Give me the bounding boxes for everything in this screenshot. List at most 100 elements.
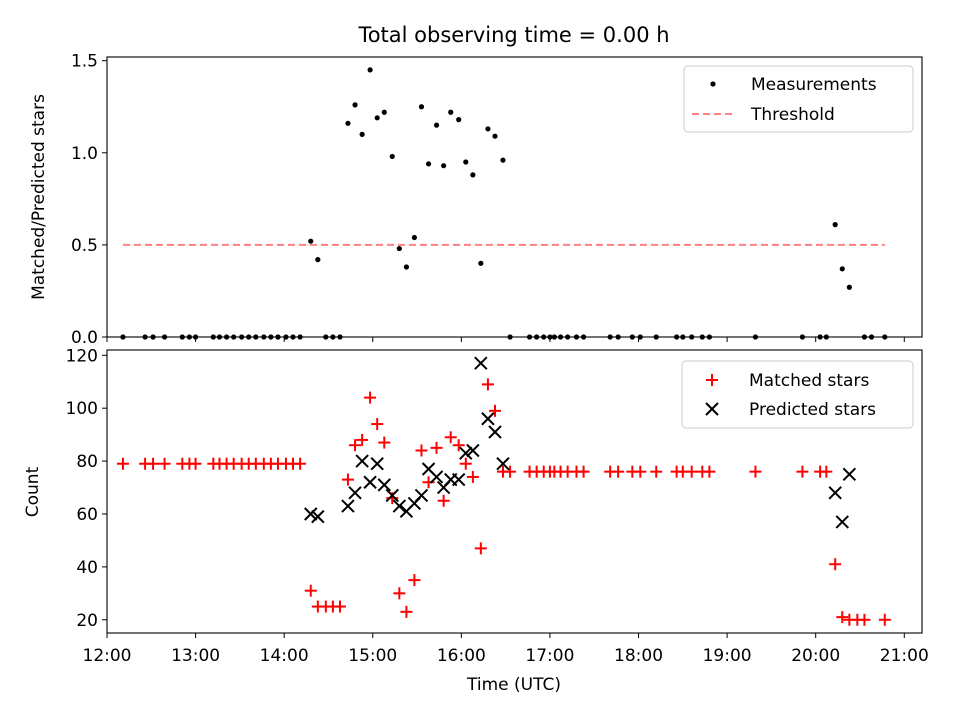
legend-measurements: Measurements (751, 75, 877, 95)
bottom-y-axis: 20 40 60 80 100 120 (66, 346, 107, 631)
predicted-star-point (348, 486, 362, 500)
measurement-point (345, 120, 351, 126)
matched-star-point (858, 613, 871, 626)
predicted-star-point (835, 515, 849, 529)
bottom-y-tick-label: 120 (66, 346, 98, 366)
matched-star-point (371, 418, 384, 431)
x-tick-label: 21:00 (880, 646, 929, 666)
matched-star-point (364, 391, 377, 404)
matched-star-point (147, 457, 160, 470)
x-tick-label: 17:00 (525, 646, 574, 666)
bottom-y-tick-label: 20 (76, 611, 98, 631)
bottom-legend-box (681, 360, 914, 429)
matched-star-point (820, 465, 833, 478)
matched-star-point (116, 457, 129, 470)
predicted-star-point (828, 486, 842, 500)
measurement-point (470, 172, 476, 178)
matched-star-point (422, 476, 435, 489)
matched-star-point (452, 439, 465, 452)
matched-star-point (294, 457, 307, 470)
top-y-tick-label: 1.5 (71, 52, 98, 72)
measurement-point (367, 67, 373, 73)
measurement-point (315, 257, 321, 263)
bottom-axes-frame (106, 349, 923, 634)
bottom-y-tick-label: 40 (76, 558, 98, 578)
x-tick-label: 16:00 (437, 646, 486, 666)
measurement-point (374, 115, 380, 121)
top-y-axis: 0.0 0.5 1.0 1.5 (71, 52, 107, 348)
measurement-point (448, 109, 454, 115)
measurement-point (433, 122, 440, 128)
bottom-y-tick-label: 100 (66, 399, 98, 419)
matched-legend-marker (706, 374, 718, 386)
matched-star-point (577, 465, 590, 478)
measurement-point (846, 284, 852, 290)
matched-star-point (400, 605, 413, 618)
top-x-axis (106, 337, 905, 342)
predicted-star-point (341, 499, 355, 513)
measurements-legend-marker (710, 81, 716, 87)
matched-star-point (408, 574, 421, 587)
predicted-star-point (311, 509, 325, 524)
matched-star-point (437, 494, 450, 507)
legend-matched-stars: Matched stars (749, 371, 869, 391)
predicted-star-point (451, 472, 466, 487)
matched-star-point (356, 433, 369, 446)
measurement-point (308, 238, 314, 244)
bottom-panel: 20 40 60 80 100 120 12:00 13:00 14:00 15:00 16:00… (23, 346, 929, 695)
predicted-star-point (459, 446, 473, 460)
matched-star-point (749, 465, 762, 478)
predicted-star-point (466, 443, 480, 458)
matched-star-point (878, 613, 891, 626)
measurement-point (403, 264, 410, 270)
x-tick-label: 20:00 (791, 646, 840, 666)
matched-star-point (444, 431, 457, 444)
measurement-point (396, 245, 402, 252)
predicted-star-point (414, 488, 429, 503)
measurement-point (441, 163, 447, 169)
bottom-legend: Matched stars Predicted stars (681, 360, 914, 429)
x-tick-label: 14:00 (260, 646, 309, 666)
measurement-point (352, 102, 358, 108)
matched-star-point (504, 465, 517, 478)
predicted-legend-marker (705, 402, 719, 416)
bottom-y-tick-label: 80 (76, 452, 98, 472)
matched-star-point (333, 600, 346, 613)
predicted-star-point (377, 478, 391, 492)
chart-title: Total observing time = 0.00 h (357, 23, 669, 47)
predicted-star-point (496, 457, 510, 471)
x-axis-label: Time (UTC) (466, 675, 561, 695)
predicted-star-point (370, 457, 384, 471)
bottom-plot-area (116, 356, 891, 626)
bottom-x-axis: 12:00 13:00 14:00 15:00 16:00 17:00 18:00 19:00… (83, 633, 929, 666)
matched-star-point (459, 457, 472, 470)
matched-star-point (378, 436, 391, 449)
measurement-point (456, 117, 462, 123)
predicted-star-point (842, 467, 857, 482)
matched-star-point (489, 404, 502, 417)
measurement-point (389, 153, 395, 160)
top-panel: Total observing time = 0.00 h 0.0 0.5 1.0 1… (29, 23, 923, 348)
matched-star-point (474, 542, 487, 555)
predicted-star-point (474, 356, 488, 370)
measurement-point (492, 133, 498, 139)
predicted-star-point (363, 475, 377, 489)
top-y-tick-label: 0.5 (71, 236, 98, 256)
top-legend-box (683, 65, 914, 133)
measurement-point (381, 109, 387, 115)
measurement-point (359, 131, 365, 137)
measurement-point (478, 260, 484, 266)
measurement-point (463, 159, 469, 165)
matched-star-point (685, 465, 698, 478)
matched-star-point (430, 441, 443, 454)
measurement-point (500, 157, 506, 163)
top-y-axis-label: Matched/Predicted stars (29, 94, 49, 300)
top-y-tick-label: 1.0 (71, 144, 98, 164)
matched-star-point (703, 465, 716, 478)
matched-star-point (304, 584, 317, 597)
matched-star-point (796, 465, 809, 478)
legend-predicted-stars: Predicted stars (749, 400, 876, 420)
measurement-point (411, 234, 417, 241)
predicted-star-point (392, 499, 407, 513)
